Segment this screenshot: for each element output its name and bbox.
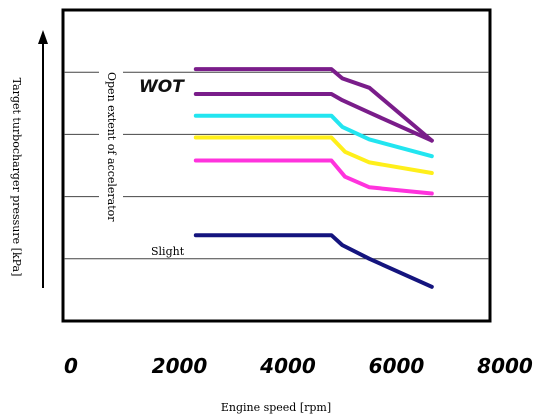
- y-axis-title: Target turbocharger pressure [kPa]: [10, 78, 23, 277]
- slight-annotation: Slight: [151, 245, 185, 258]
- accelerator-annotation: Open extent of accelerator: [105, 72, 118, 222]
- accelerator-label-backing: [99, 68, 123, 254]
- x-tick-labels: 0 2000 4000 6000 8000: [64, 354, 533, 378]
- x-tick-label-6000: 6000: [369, 354, 425, 378]
- series-line-6: [193, 233, 434, 289]
- series-line-4: [193, 135, 434, 175]
- x-tick-label-8000: 8000: [477, 354, 533, 378]
- slight-label-backing: [149, 243, 189, 257]
- series-line-5: [193, 158, 434, 196]
- x-axis-title: Engine speed [rpm]: [221, 401, 331, 414]
- series-line-3: [193, 113, 434, 159]
- plot-frame: [61, 8, 492, 323]
- y-axis-arrowhead: [38, 30, 48, 44]
- x-tick-label-2000: 2000: [152, 354, 208, 378]
- x-tick-label-0: 0: [64, 354, 78, 378]
- series-line-1: [193, 67, 434, 143]
- x-tick-label-4000: 4000: [259, 354, 316, 378]
- series-line-2: [193, 92, 434, 143]
- gridlines: [64, 71, 489, 260]
- wot-annotation: WOT: [139, 77, 185, 97]
- series-lines: [193, 67, 434, 289]
